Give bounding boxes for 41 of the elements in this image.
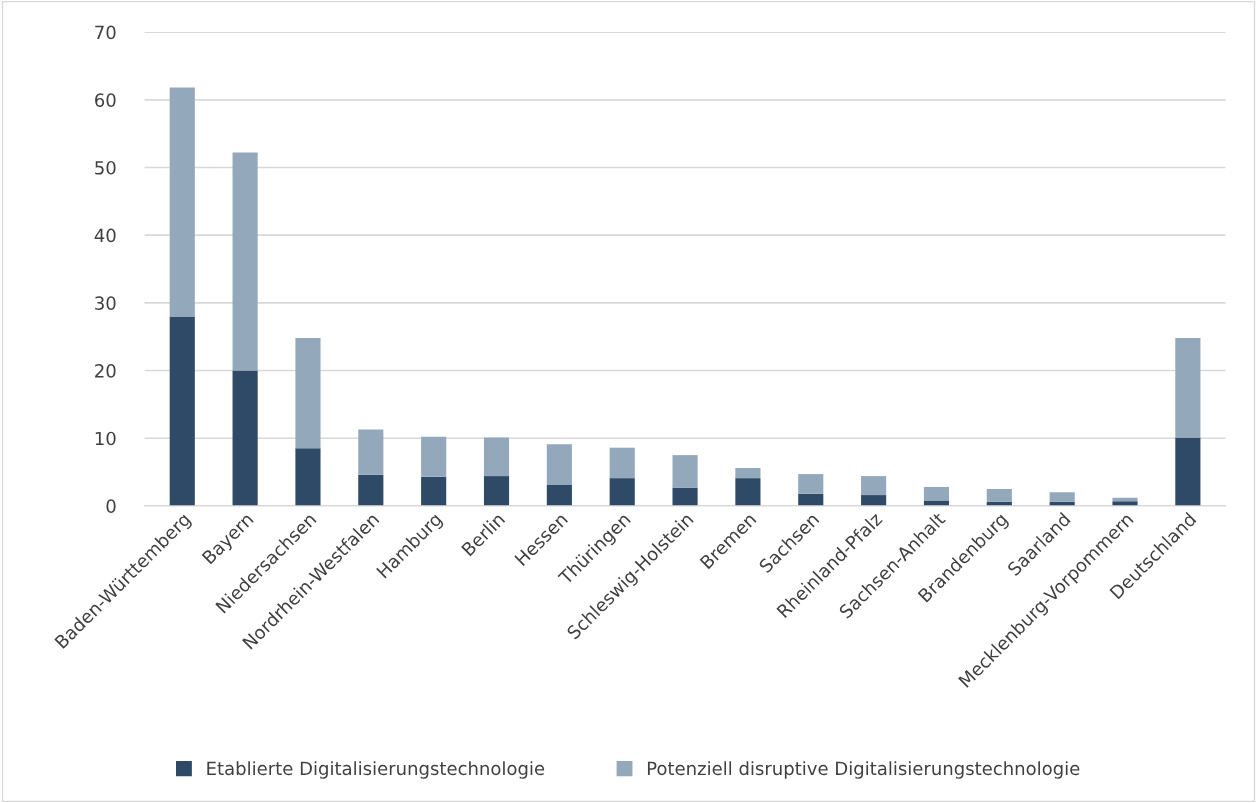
bar: [546, 444, 572, 485]
bar: [735, 467, 761, 479]
y-tick-label: 20: [95, 363, 116, 378]
bar: [735, 478, 761, 506]
y-tick-label: 70: [95, 25, 116, 40]
bar: [421, 476, 447, 506]
bar: [609, 447, 635, 479]
bar: [1049, 492, 1075, 502]
bar: [672, 455, 698, 488]
bar: [232, 152, 258, 371]
bar: [1175, 338, 1201, 438]
bar: [169, 316, 195, 506]
bar: [421, 436, 447, 477]
y-tick-label: 30: [95, 296, 116, 310]
bar: [861, 495, 887, 506]
bar: [295, 448, 321, 506]
bar: [923, 486, 950, 501]
y-tick-label: 40: [94, 228, 116, 243]
y-tick-label: 0: [106, 499, 116, 514]
bar: [1112, 497, 1138, 502]
bar: [232, 370, 258, 506]
bar: [923, 500, 950, 506]
bar: [798, 493, 824, 506]
legend-label: Potenziell disruptive Digitalisierungstechnologie: [647, 761, 1080, 779]
y-tick-label: 60: [95, 93, 116, 107]
y-tick-label: 10: [95, 431, 116, 446]
bar: [986, 488, 1012, 502]
bar: [169, 87, 195, 317]
bar: [672, 487, 698, 506]
bar: [861, 476, 887, 496]
bar: [1175, 437, 1201, 506]
bar: [483, 476, 510, 506]
bar: [358, 474, 384, 506]
bar: [295, 338, 321, 449]
bar: [546, 484, 572, 506]
bar: [483, 437, 510, 477]
bar: [358, 429, 384, 475]
bar: [609, 478, 635, 506]
legend-label: Etablierte Digitalisierungstechnologie: [207, 761, 545, 779]
bar: [798, 474, 824, 494]
y-tick-label: 50: [95, 160, 116, 175]
